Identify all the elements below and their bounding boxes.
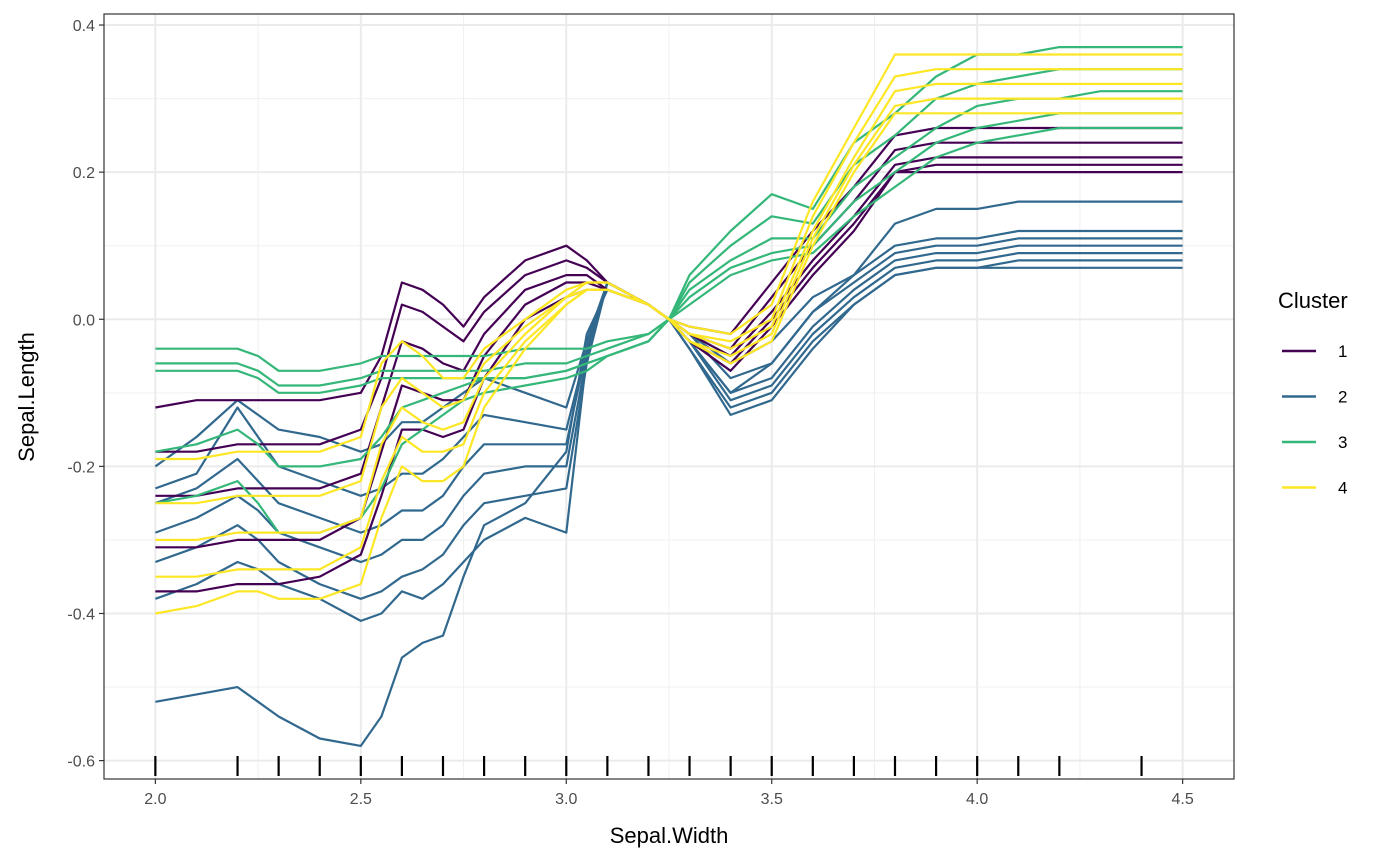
rug-ticks	[154, 756, 1143, 776]
series-line-cluster-1	[155, 141, 1183, 453]
series-line-cluster-3	[155, 68, 1183, 387]
x-tick-label: 4.0	[966, 791, 988, 808]
series-line-cluster-1	[155, 126, 1183, 409]
plot-panel	[103, 13, 1235, 780]
legend-label: 4	[1338, 479, 1347, 498]
legend-item-cluster-3: 3	[1282, 433, 1347, 452]
y-tick-label: 0.2	[73, 165, 95, 182]
series-line-cluster-3	[155, 45, 1183, 372]
legend: Cluster 1 2 3 4	[1278, 288, 1348, 498]
x-axis: 2.0 2.5 3.0 3.5 4.0 4.5	[144, 779, 1194, 808]
series-line-cluster-2	[154, 200, 1183, 468]
y-tick-label: -0.2	[67, 459, 95, 476]
legend-items: 1 2 3 4	[1282, 342, 1347, 498]
series-line-cluster-4	[155, 112, 1183, 615]
series-line-cluster-1	[155, 163, 1183, 549]
series-line-cluster-2	[155, 266, 1183, 497]
x-tick-label: 4.5	[1172, 791, 1194, 808]
y-tick-label: -0.6	[67, 754, 95, 771]
y-tick-label: 0.4	[73, 18, 95, 35]
legend-item-cluster-2: 2	[1282, 388, 1347, 407]
y-axis-title: Sepal.Length	[14, 332, 39, 462]
series-lines	[154, 45, 1183, 748]
x-tick-label: 2.5	[350, 791, 372, 808]
plot-panel-border	[103, 13, 1235, 780]
y-tick-label: 0.0	[73, 312, 95, 329]
legend-item-cluster-1: 1	[1282, 342, 1347, 361]
y-tick-label: -0.4	[67, 606, 95, 623]
series-line-cluster-4	[155, 68, 1183, 505]
x-tick-label: 2.0	[144, 791, 166, 808]
x-tick-label: 3.0	[555, 791, 577, 808]
series-line-cluster-3	[155, 112, 1183, 468]
legend-label: 1	[1338, 342, 1347, 361]
x-tick-label: 3.5	[761, 791, 783, 808]
legend-title: Cluster	[1278, 288, 1348, 313]
x-axis-title: Sepal.Width	[610, 823, 729, 848]
y-axis: 0.4 0.2 0.0 -0.2 -0.4 -0.6	[67, 18, 104, 771]
legend-label: 3	[1338, 433, 1347, 452]
legend-item-cluster-4: 4	[1282, 479, 1347, 498]
legend-label: 2	[1338, 388, 1347, 407]
